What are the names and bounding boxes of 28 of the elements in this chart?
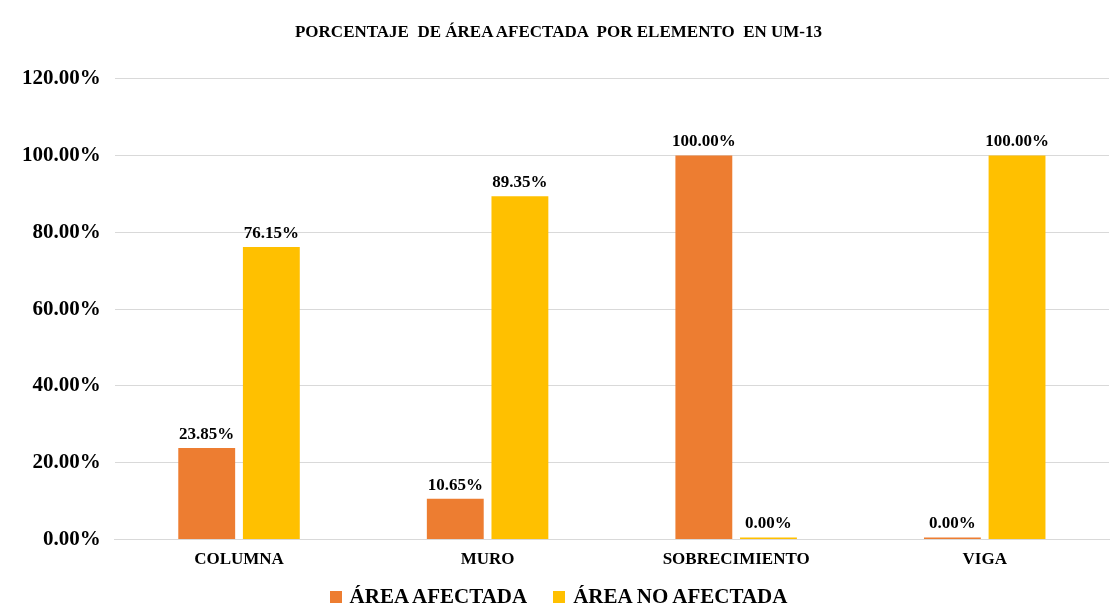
bar <box>491 196 549 540</box>
y-tick-label: 60.00% <box>32 295 101 320</box>
bar <box>675 155 733 540</box>
data-label: 89.35% <box>492 172 548 192</box>
y-tick-label: 80.00% <box>32 218 101 243</box>
y-tick-label: 0.00% <box>43 526 101 551</box>
data-label: 100.00% <box>671 131 736 151</box>
bar <box>242 247 300 540</box>
x-tick-label: VIGA <box>962 549 1008 569</box>
data-label: 76.15% <box>243 222 299 242</box>
y-tick-label: 120.00% <box>22 65 101 90</box>
x-tick-label: MURO <box>460 549 515 569</box>
y-tick-label: 20.00% <box>32 449 101 474</box>
data-label: 10.65% <box>427 474 483 494</box>
y-tick-label: 40.00% <box>32 372 101 397</box>
chart-title: PORCENTAJE DE ÁREA AFECTADA POR ELEMENTO EN UM-13 <box>293 22 823 42</box>
data-label: 0.00% <box>745 513 792 533</box>
y-tick-label: 100.00% <box>22 141 101 166</box>
x-tick-label: COLUMNA <box>194 549 285 569</box>
x-tick-label: SOBRECIMIENTO <box>662 549 810 569</box>
legend-label: ÁREA AFECTADA <box>349 584 528 609</box>
bar <box>426 498 484 540</box>
data-label: 100.00% <box>985 131 1049 151</box>
bar <box>988 155 1046 540</box>
bar <box>178 447 236 540</box>
data-label: 23.85% <box>179 423 235 443</box>
data-label: 0.00% <box>929 513 976 533</box>
legend-label: ÁREA NO AFECTADA <box>573 584 788 609</box>
